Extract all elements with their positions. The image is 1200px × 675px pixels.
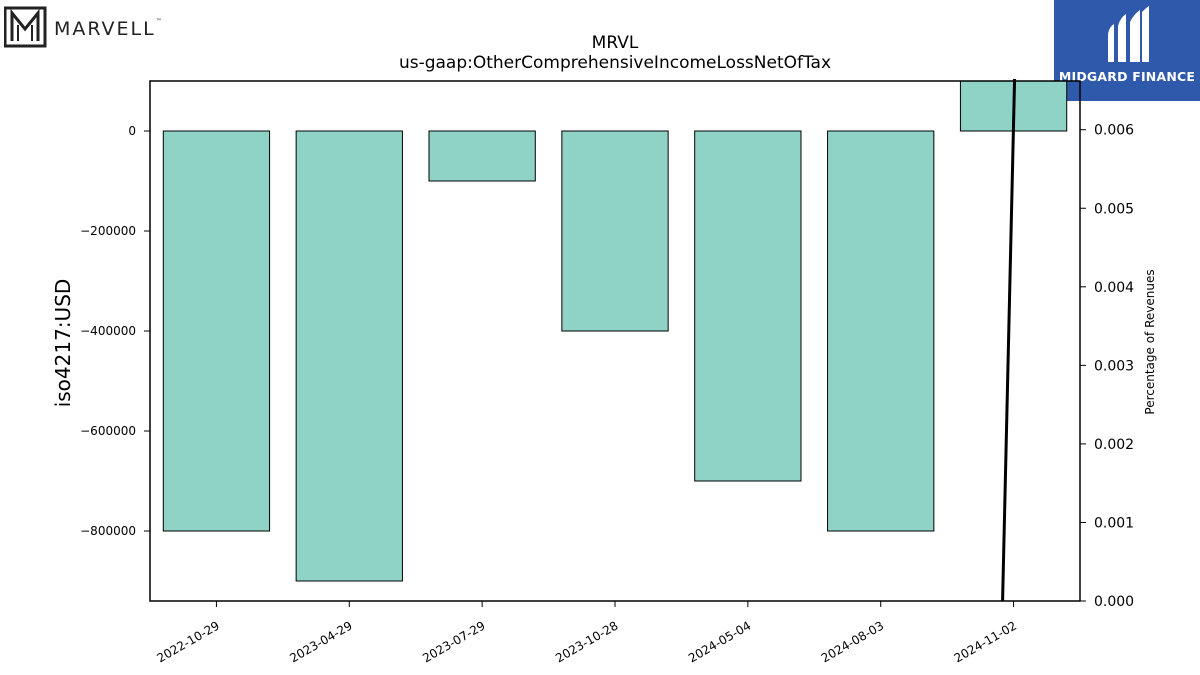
line-series — [1001, 78, 1017, 602]
bar-2023-04-29 — [295, 130, 403, 582]
x-tick-label: 2024-05-04 — [686, 618, 753, 665]
midgard-finance-logo: MIDGARD FINANCE — [1054, 0, 1200, 101]
y-tick-label: −200000 — [80, 224, 136, 238]
y-tick-label: −400000 — [80, 324, 136, 338]
y-tick-label: 0 — [128, 124, 136, 138]
chart-subtitle: us-gaap:OtherComprehensiveIncomeLossNetO… — [399, 53, 831, 73]
bar-2022-10-29 — [162, 130, 271, 532]
y2-axis: 0.000 0.001 0.002 0.003 0.004 0.005 0.006 — [1080, 123, 1134, 610]
x-tick-label: 2023-10-28 — [553, 618, 620, 665]
bar-series — [162, 80, 1068, 582]
bar-2023-10-28 — [561, 130, 669, 332]
y2-tick-label: 0.003 — [1094, 358, 1134, 374]
x-axis: 2022-10-29 2023-04-29 2023-07-29 2023-10-28… — [155, 601, 1019, 665]
y2-axis-label: Percentage of Revenues — [1143, 269, 1157, 414]
y-tick-label: −800000 — [80, 524, 136, 538]
y2-tick-label: 0.006 — [1094, 123, 1134, 139]
x-tick-label: 2024-11-02 — [952, 618, 1019, 665]
marvell-logo: MARVELL™ — [3, 5, 164, 49]
y2-tick-label: 0.001 — [1094, 515, 1134, 531]
bar-2023-07-29 — [428, 130, 536, 182]
y2-tick-label: 0.004 — [1094, 280, 1134, 296]
chart-title: MRVL — [592, 33, 639, 53]
x-tick-label: 2023-04-29 — [287, 618, 354, 665]
x-tick-label: 2023-07-29 — [420, 618, 487, 665]
y-axis-label: iso4217:USD — [51, 279, 75, 408]
marvell-logo-icon — [3, 6, 47, 48]
bar-2024-08-03 — [827, 130, 935, 532]
y2-tick-label: 0.002 — [1094, 437, 1134, 453]
x-tick-label: 2024-08-03 — [819, 618, 886, 665]
revenue-percentage-line — [1001, 78, 1017, 602]
y-tick-label: −600000 — [80, 424, 136, 438]
midgard-logo-icon — [1108, 6, 1149, 62]
y-axis: 0 −200000 −400000 −600000 −800000 — [80, 124, 150, 538]
y2-tick-label: 0.000 — [1094, 594, 1134, 610]
y2-tick-label: 0.005 — [1094, 201, 1134, 217]
midgard-brand-text: MIDGARD FINANCE — [1058, 69, 1196, 84]
x-tick-label: 2022-10-29 — [155, 618, 222, 665]
bar-2024-05-04 — [694, 130, 802, 482]
marvell-wordmark: MARVELL™ — [54, 18, 164, 40]
